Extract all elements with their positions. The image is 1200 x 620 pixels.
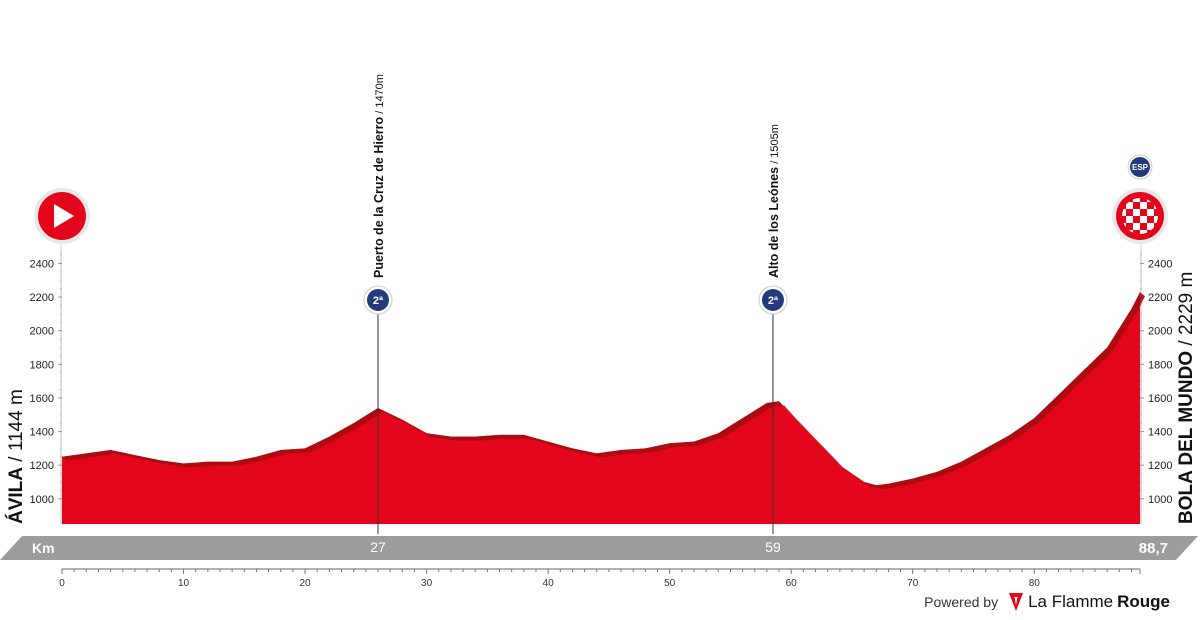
climb-category-label-1: 2ª — [768, 295, 779, 307]
climb-name-1: Alto de los Leónes — [767, 167, 781, 278]
climb-label-1: Alto de los Leónes / 1505m — [767, 124, 781, 278]
elevation-ridge — [62, 292, 1145, 490]
climb-km-label-1: 59 — [765, 539, 781, 555]
start-finish-markers: ESP ÁVILA / 1144 m BOLA DEL MUNDO / 2229 m — [5, 154, 1197, 524]
checker-square — [1133, 198, 1140, 202]
start-town: ÁVILA — [5, 467, 27, 524]
checker-square — [1140, 198, 1147, 202]
checker-square — [1122, 216, 1126, 223]
x-tick-label: 70 — [907, 578, 919, 589]
y-tick-label-right: 1000 — [1148, 494, 1172, 506]
esp-badge-label: ESP — [1132, 163, 1149, 172]
climb-label-0: Puerto de la Cruz de Hierro / 1470m — [372, 74, 386, 278]
x-tick-label: 50 — [664, 578, 676, 589]
y-tick-label-right: 2200 — [1148, 292, 1172, 304]
start-label: ÁVILA / 1144 m — [5, 389, 27, 524]
x-tick-label: 40 — [543, 578, 555, 589]
climb-markers: 2ª Puerto de la Cruz de Hierro / 1470m 2ª A… — [363, 74, 788, 534]
finish-label: BOLA DEL MUNDO / 2229 m — [1176, 272, 1197, 524]
elevation-fill — [62, 292, 1140, 524]
checker-square — [1133, 223, 1140, 230]
y-tick-label-right: 1800 — [1148, 359, 1172, 371]
brand-name-a: La Flamme — [1028, 592, 1114, 611]
x-tick-label: 0 — [59, 578, 65, 589]
esp-badge — [1130, 157, 1150, 177]
y-tick-label-left: 1600 — [30, 393, 54, 405]
finish-town: BOLA DEL MUNDO — [1176, 351, 1197, 524]
elevation-area — [62, 292, 1145, 524]
finish-altitude: / 2229 m — [1176, 272, 1197, 351]
checker-square — [1154, 209, 1158, 216]
y-tick-label-right: 1400 — [1148, 427, 1172, 439]
km-label: Km — [32, 540, 55, 556]
distance-bar — [0, 536, 1198, 560]
la-flamme-rouge-logo: La Flamme Rouge — [1008, 592, 1170, 612]
distance-axis: 27 59 Km 88,7 0 10 20 30 40 50 60 70 80 — [0, 536, 1198, 589]
climb-altitude-1: / 1505m — [769, 124, 781, 167]
checker-square — [1126, 216, 1133, 223]
y-tick-label-left: 1200 — [30, 460, 54, 472]
x-tick-label: 30 — [421, 578, 433, 589]
checker-square — [1147, 223, 1154, 230]
checker-square — [1147, 202, 1154, 209]
checker-square — [1140, 216, 1147, 223]
y-tick-label-right: 2000 — [1148, 326, 1172, 338]
climb-category-badge-1 — [761, 289, 784, 311]
checker-square — [1133, 216, 1140, 223]
total-distance-label: 88,7 — [1139, 540, 1168, 557]
y-tick-label-left: 1800 — [30, 359, 54, 371]
y-tick-label-right: 1600 — [1148, 393, 1172, 405]
checker-square — [1154, 216, 1158, 223]
checker-square — [1140, 230, 1147, 234]
brand-name-b: Rouge — [1117, 592, 1170, 611]
checker-square — [1133, 209, 1140, 216]
checker-square — [1140, 223, 1147, 230]
climb-category-badge-0 — [366, 289, 389, 311]
checker-square — [1147, 209, 1154, 216]
start-altitude: / 1144 m — [6, 389, 27, 467]
checker-square — [1147, 216, 1154, 223]
y-tick-label-left: 2000 — [30, 326, 54, 338]
checker-square — [1133, 230, 1140, 234]
flag-icon — [1009, 593, 1024, 611]
y-tick-label-right: 1200 — [1148, 460, 1172, 472]
checker-square — [1140, 209, 1147, 216]
play-icon — [54, 204, 74, 228]
checker-square — [1122, 209, 1126, 216]
powered-by-text: Powered by — [924, 594, 999, 610]
checker-square — [1126, 202, 1133, 209]
checker-square — [1140, 202, 1147, 209]
climb-category-label-0: 2ª — [373, 295, 384, 307]
y-tick-label-left: 2200 — [30, 292, 54, 304]
climb-km-label-0: 27 — [370, 539, 386, 555]
x-tick-label: 20 — [300, 578, 312, 589]
y-tick-label-right: 2400 — [1148, 258, 1172, 270]
climb-name-0: Puerto de la Cruz de Hierro — [372, 116, 386, 278]
checker-square — [1126, 223, 1133, 230]
x-tick-label: 60 — [786, 578, 798, 589]
y-tick-label-left: 1400 — [30, 427, 54, 439]
footer-attribution: Powered by La Flamme Rouge — [924, 592, 1170, 612]
x-tick-label: 80 — [1029, 578, 1041, 589]
y-tick-label-left: 1000 — [30, 494, 54, 506]
altitude-grid: 1000 1000 1200 1200 1400 1400 1600 1600 1800 1800… — [30, 250, 1172, 524]
checker-square — [1126, 209, 1133, 216]
checker-square — [1133, 202, 1140, 209]
climb-altitude-0: / 1470m — [374, 74, 386, 117]
x-tick-label: 10 — [178, 578, 190, 589]
y-tick-label-left: 2400 — [30, 258, 54, 270]
